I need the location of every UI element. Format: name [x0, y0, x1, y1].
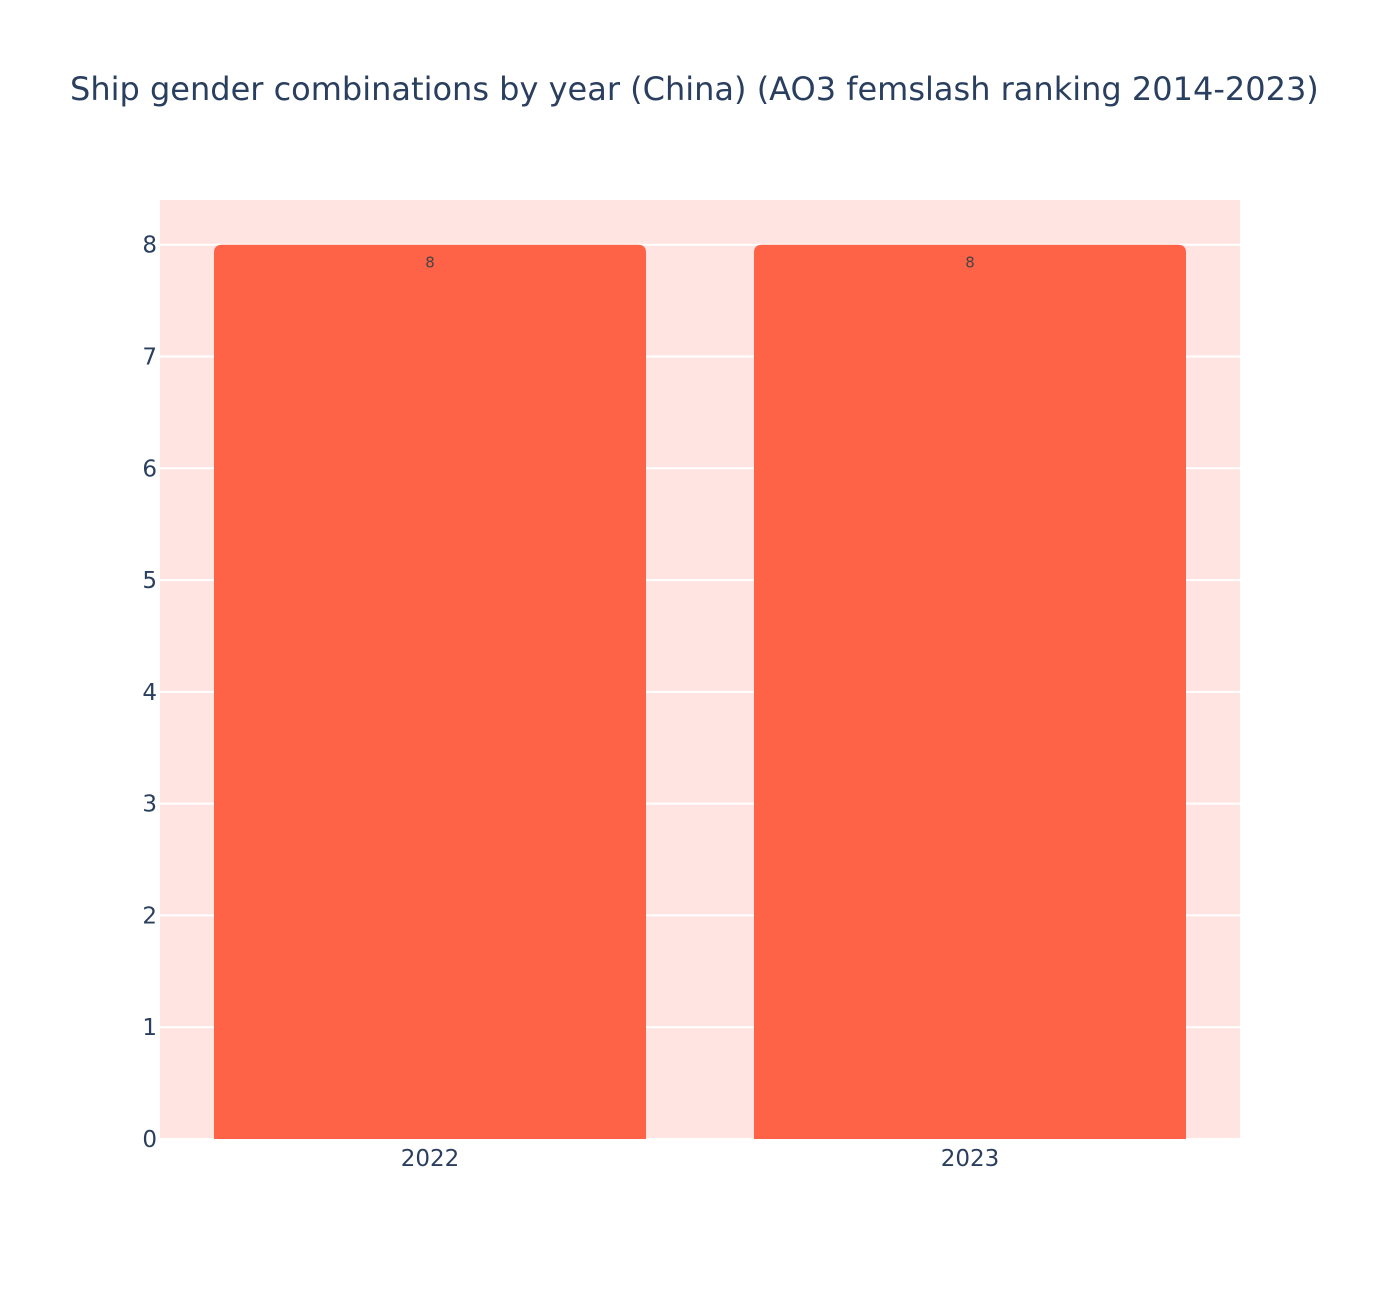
bar-data-label: 8 — [425, 254, 435, 272]
y-tick-label: 8 — [142, 233, 157, 259]
y-tick-label: 3 — [142, 792, 157, 818]
y-tick-label: 7 — [142, 345, 157, 371]
y-axis-ticks: 0 1 2 3 4 5 6 7 8 — [142, 233, 157, 1153]
y-tick-label: 6 — [142, 456, 157, 482]
y-tick-label: 4 — [142, 680, 157, 706]
x-tick-label: 2023 — [941, 1146, 1000, 1172]
bar-2023[interactable] — [754, 244, 1186, 1139]
y-tick-label: 1 — [142, 1015, 157, 1041]
x-axis-ticks: 2022 2023 — [401, 1146, 1000, 1172]
y-tick-label: 2 — [142, 903, 157, 929]
bar-data-label: 8 — [965, 254, 975, 272]
y-tick-label: 5 — [142, 568, 157, 594]
chart-title: Ship gender combinations by year (China)… — [70, 70, 1319, 108]
bar-2022[interactable] — [214, 244, 646, 1139]
bars — [214, 244, 1186, 1139]
y-tick-label: 0 — [142, 1127, 157, 1153]
x-tick-label: 2022 — [401, 1146, 460, 1172]
